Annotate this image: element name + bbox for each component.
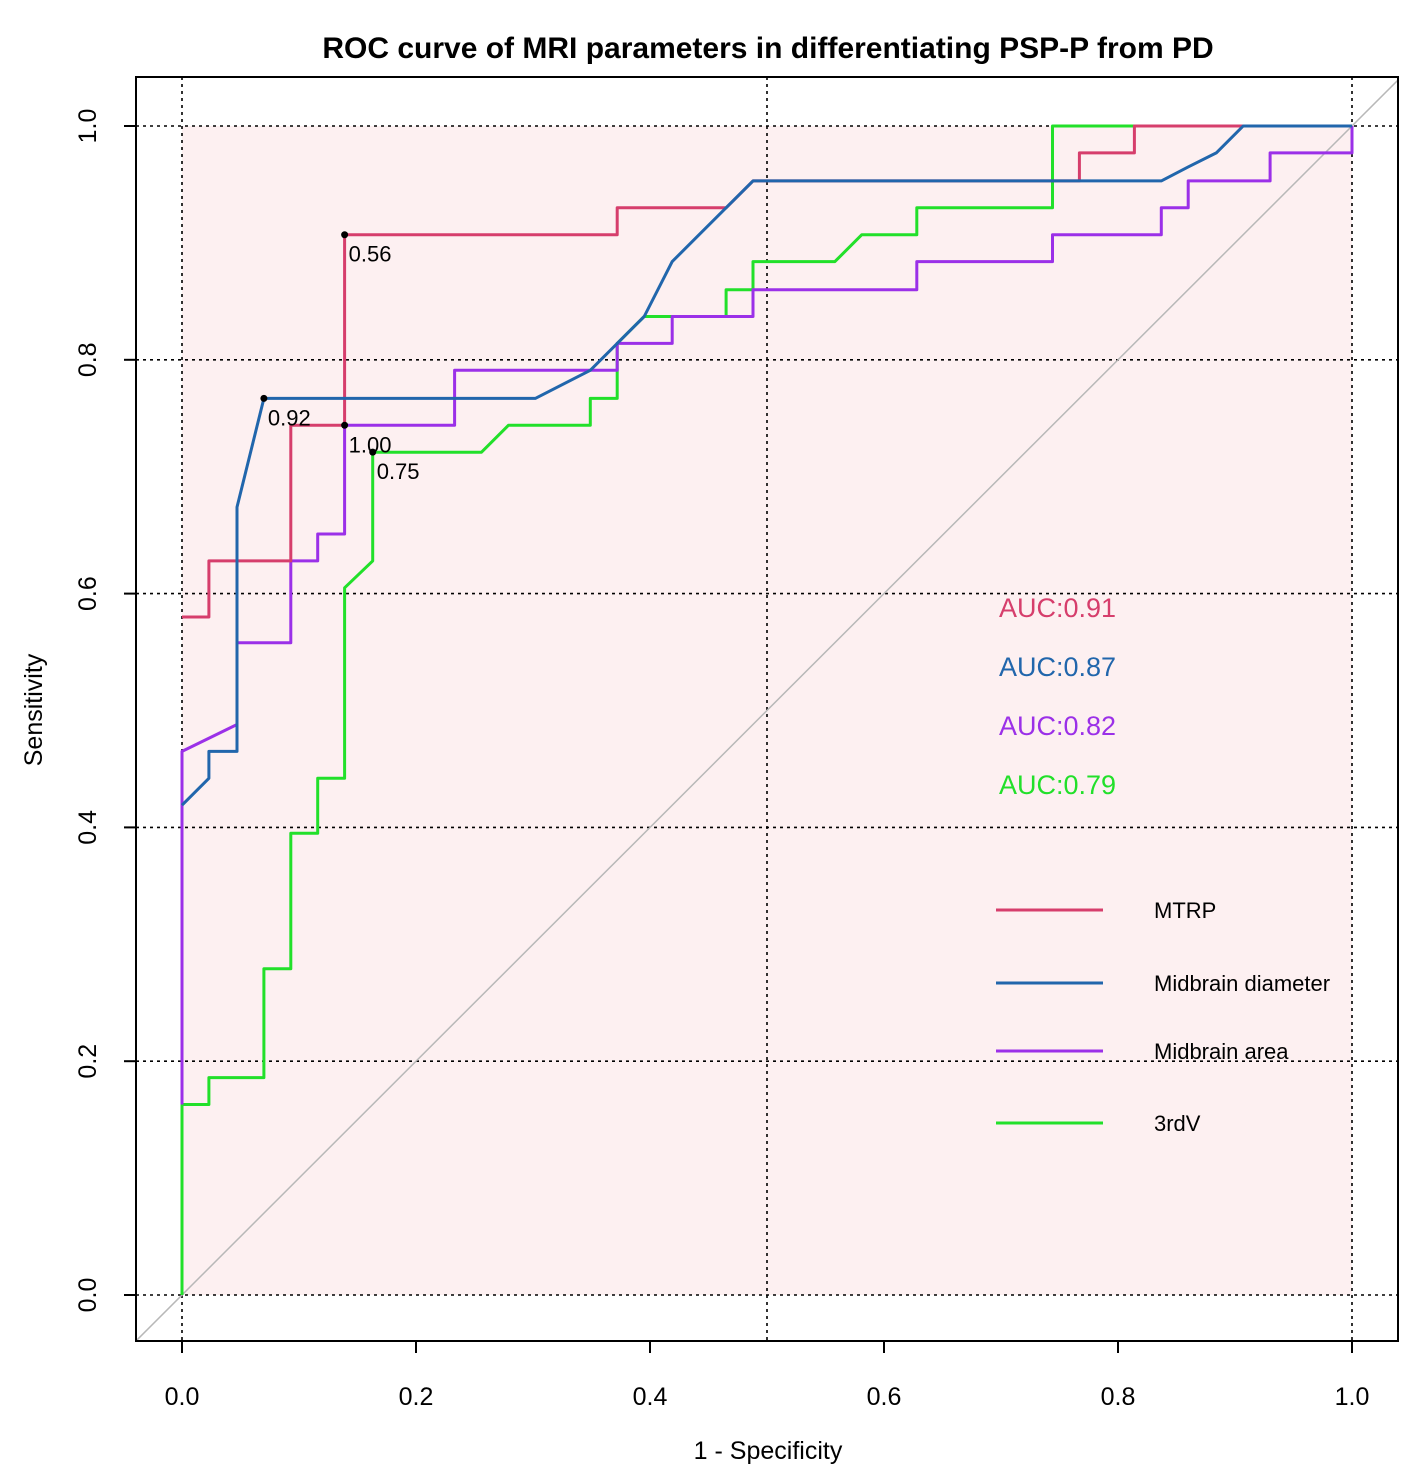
auc-label-3rdv: AUC:0.79 xyxy=(999,770,1116,800)
cutoff-label-midbrain-diameter: 0.92 xyxy=(268,405,311,430)
diagonal-reference-line xyxy=(135,79,1399,1342)
legend-label-3rdv: 3rdV xyxy=(1154,1111,1201,1136)
roc-curve-midbrain-diameter xyxy=(180,124,1352,807)
x-axis-label: 1 - Specificity xyxy=(694,1437,843,1465)
roc-curve-3rdv xyxy=(180,124,1352,1295)
auc-label-midbrain-area: AUC:0.82 xyxy=(999,711,1116,741)
y-axis-label: Sensitivity xyxy=(20,653,48,766)
cutoff-point-3rdv xyxy=(369,448,377,456)
y-tick-label: 0.8 xyxy=(74,342,102,377)
x-tick-label: 0.6 xyxy=(867,1383,902,1411)
legend-label-mtrp: MTRP xyxy=(1154,898,1216,923)
x-tick-label: 0.8 xyxy=(1101,1383,1136,1411)
cutoff-point-midbrain-area xyxy=(341,421,349,429)
y-tick-label: 0.6 xyxy=(74,576,102,611)
legend-label-midbrain-area: Midbrain area xyxy=(1154,1039,1289,1064)
auc-label-mtrp: AUC:0.91 xyxy=(999,593,1116,623)
roc-curve-mtrp xyxy=(182,124,1352,619)
x-tick-label: 0.4 xyxy=(633,1383,668,1411)
cutoff-label-3rdv: 0.75 xyxy=(377,459,420,484)
roc-curve-midbrain-area xyxy=(180,126,1354,1105)
chart-title: ROC curve of MRI parameters in different… xyxy=(322,32,1213,65)
x-tick-label: 1.0 xyxy=(1335,1383,1370,1411)
cutoff-label-mtrp: 0.56 xyxy=(349,242,392,267)
cutoff-point-mtrp xyxy=(341,231,349,239)
y-tick-label: 0.2 xyxy=(74,1044,102,1079)
y-tick-label: 0.4 xyxy=(74,810,102,845)
legend-label-midbrain-diameter: Midbrain diameter xyxy=(1154,971,1330,996)
y-tick-label: 1.0 xyxy=(74,109,102,144)
x-tick-label: 0.2 xyxy=(399,1383,434,1411)
auc-label-midbrain-diameter: AUC:0.87 xyxy=(999,652,1116,682)
y-tick-label: 0.0 xyxy=(74,1278,102,1313)
cutoff-point-midbrain-diameter xyxy=(260,394,268,402)
x-tick-label: 0.0 xyxy=(165,1383,200,1411)
